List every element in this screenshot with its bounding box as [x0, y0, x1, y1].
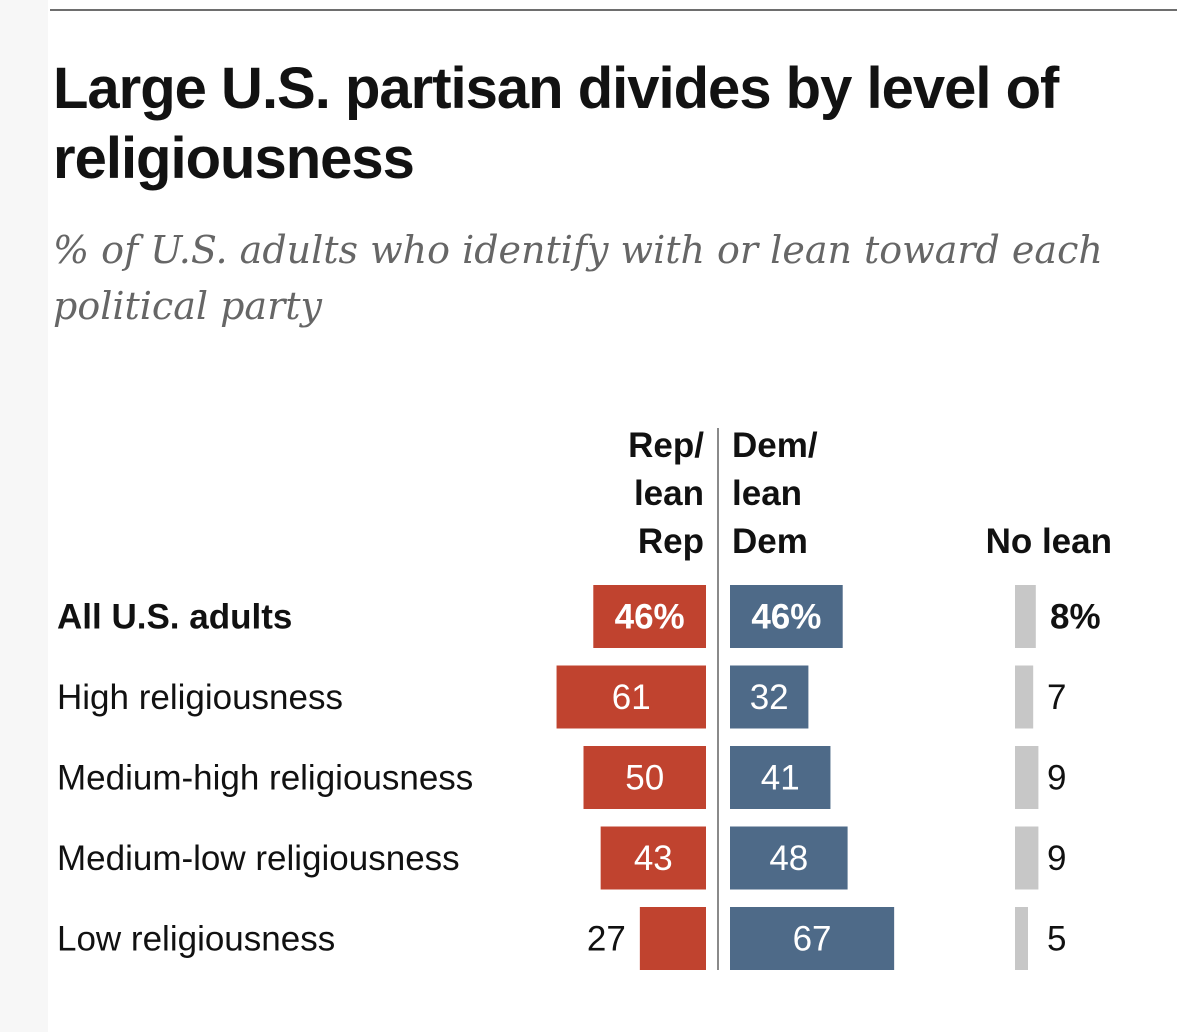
rep-value-label: 27: [587, 920, 626, 959]
header-rep-line-1: lean: [634, 474, 704, 513]
no-lean-value-label: 9: [1047, 759, 1066, 798]
no-lean-bar: [1015, 665, 1034, 729]
header-dem-line-0: Dem/: [732, 426, 818, 465]
no-lean-bar: [1015, 585, 1036, 648]
row-label: Low religiousness: [57, 920, 335, 959]
rep-value-label: 50: [625, 759, 664, 798]
rep-bar: [556, 665, 706, 729]
header-rep-line-2: Rep: [638, 522, 704, 561]
dem-value-label: 32: [750, 678, 789, 717]
dem-bar: [730, 826, 848, 890]
rep-bar: [600, 826, 706, 890]
rep-bar: [593, 585, 706, 648]
rep-value-label: 46%: [615, 598, 685, 637]
rep-value-label: 61: [612, 678, 651, 717]
header-no-lean: No lean: [986, 522, 1112, 561]
dem-value-label: 48: [769, 839, 808, 878]
page-margin: [0, 0, 48, 1032]
top-rule: [50, 9, 1177, 11]
rep-value-label: 43: [634, 839, 673, 878]
header-dem-line-1: lean: [732, 474, 802, 513]
dem-bar: [730, 907, 895, 970]
dem-bar: [730, 665, 809, 729]
dem-value-label: 41: [761, 759, 800, 798]
row-label: Medium-high religiousness: [57, 759, 473, 798]
no-lean-bar: [1015, 746, 1039, 809]
no-lean-value-label: 9: [1047, 839, 1066, 878]
row-label: All U.S. adults: [57, 598, 292, 637]
dem-value-label: 46%: [751, 598, 821, 637]
header-dem-line-2: Dem: [732, 522, 808, 561]
no-lean-bar: [1015, 826, 1039, 890]
row-label: Medium-low religiousness: [57, 839, 460, 878]
chart-title: Large U.S. partisan divides by level of …: [53, 56, 1059, 191]
dem-bar: [730, 746, 831, 809]
dem-bar: [730, 585, 843, 648]
header-rep-line-0: Rep/: [628, 426, 704, 465]
no-lean-bar: [1015, 907, 1028, 970]
chart-subtitle: % of U.S. adults who identify with or le…: [53, 228, 1103, 328]
rep-bar: [583, 746, 706, 809]
row-label: High religiousness: [57, 678, 343, 717]
dem-value-label: 67: [793, 920, 832, 959]
rep-bar: [639, 907, 706, 970]
no-lean-value-label: 5: [1047, 920, 1066, 959]
no-lean-value-label: 7: [1047, 678, 1066, 717]
no-lean-value-label: 8%: [1050, 598, 1101, 637]
